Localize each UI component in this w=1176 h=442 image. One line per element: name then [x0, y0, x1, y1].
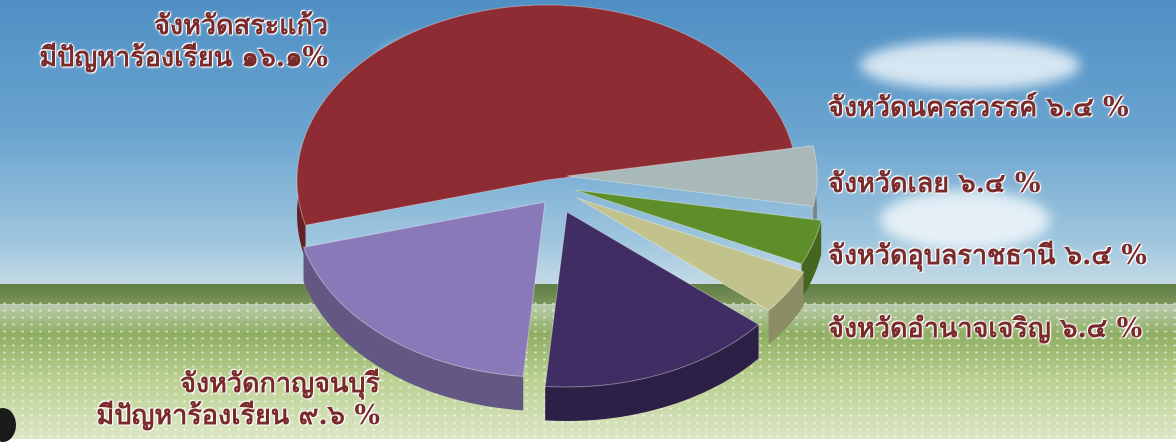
pie-slice-side [545, 324, 759, 421]
label-amnatcharoen: จังหวัดอำนาจเจริญ ๖.๔ % [828, 313, 1143, 344]
label-nakhonsawan: จังหวัดนครสวรรค์ ๖.๔ % [828, 92, 1129, 123]
pie-slice-side [801, 220, 822, 298]
cloud-shape [860, 40, 1080, 90]
pie-slice [302, 201, 546, 377]
label-kanchanaburi: จังหวัดกาญจนบุรี มีปัญหาร้องเรียน ๙.๖ % [28, 368, 380, 433]
pie-slice [574, 189, 822, 265]
label-sakaeo-name: จังหวัดสระแก้ว [154, 10, 328, 41]
label-kanchanaburi-value: มีปัญหาร้องเรียน ๙.๖ % [96, 400, 380, 432]
label-sakaeo-value: มีปัญหาร้องเรียน ๑๖.๑% [39, 42, 328, 74]
label-kanchanaburi-name: จังหวัดกาญจนบุรี [180, 368, 380, 399]
page-corner-badge [0, 408, 16, 442]
pie-slice [566, 145, 818, 207]
pie-slice [296, 4, 794, 226]
label-ubon: จังหวัดอุบลราชธานี ๖.๔ % [828, 240, 1147, 271]
cloud-shape [880, 190, 1050, 250]
label-sakaeo: จังหวัดสระแก้ว มีปัญหาร้องเรียน ๑๖.๑% [8, 10, 328, 75]
pie-slice [576, 197, 805, 312]
pie-slice-side [303, 247, 524, 411]
pie-slice-side [768, 271, 804, 345]
label-loei: จังหวัดเลย ๖.๔ % [828, 168, 1041, 199]
pie-slice [544, 211, 760, 388]
pie-slices [296, 4, 822, 421]
